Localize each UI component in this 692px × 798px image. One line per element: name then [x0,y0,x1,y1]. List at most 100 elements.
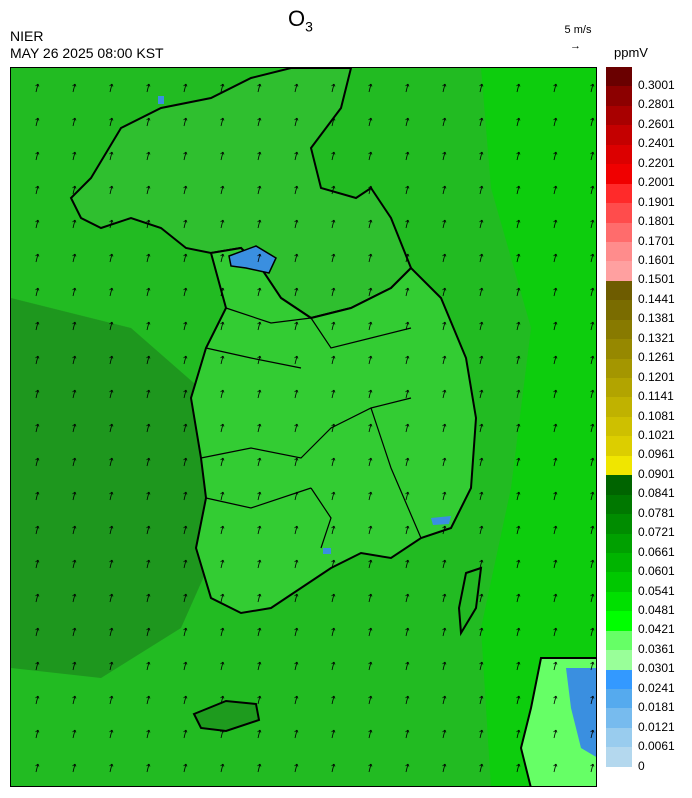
wind-arrow [72,117,77,127]
colorbar-label: 0.0301 [638,661,675,676]
colorbar-label: 0.0601 [638,564,675,579]
colorbar-label: 0.1081 [638,408,675,423]
wind-arrow [553,559,558,569]
wind-arrow [405,491,410,501]
wind-arrow [220,117,225,127]
wind-arrow [331,729,336,739]
wind-arrow [109,559,114,569]
wind-arrow [294,185,299,195]
wind-arrow [183,559,188,569]
colorbar-cell [606,241,632,262]
tsushima-island [457,566,483,637]
colorbar-cell [606,689,632,709]
wind-arrow [516,525,521,535]
wind-arrow [331,763,336,773]
colorbar-label: 0.0721 [638,525,675,540]
busan-low-area [431,516,451,525]
wind-arrow [553,593,558,603]
colorbar-cell [606,67,632,87]
wind-arrow [405,457,410,467]
wind-arrow [442,219,447,229]
wind-arrow [109,423,114,433]
wind-arrow [479,525,484,535]
wind-arrow [220,151,225,161]
wind-arrow [146,287,151,297]
colorbar-cell [606,300,632,320]
colorbar-cell [606,280,632,301]
wind-arrow [368,491,373,501]
wind-arrow [516,287,521,297]
wind-arrow [516,457,521,467]
wind-arrow [442,729,447,739]
wind-arrow [183,491,188,501]
wind-arrow [294,253,299,263]
wind-arrow [35,491,40,501]
wind-arrow [405,117,410,127]
wind-arrow [109,151,114,161]
wind-arrow [442,151,447,161]
wind-arrow [405,525,410,535]
wind-arrow [72,525,77,535]
colorbar-cell [606,183,632,204]
wind-arrow [109,389,114,399]
wind-arrow [479,151,484,161]
wind-arrow [553,729,558,739]
wind-arrow [553,253,558,263]
colorbar-label: 0 [638,758,645,773]
colorbar-label: 0.0241 [638,680,675,695]
colorbar-label: 0.0181 [638,700,675,715]
wind-arrow [331,355,336,365]
seoul-low-area [228,245,277,274]
wind-arrow [442,559,447,569]
wind-arrow [183,763,188,773]
wind-arrow [331,559,336,569]
wind-arrow [220,185,225,195]
wind-arrow [442,763,447,773]
colorbar-label: 0.1201 [638,369,675,384]
colorbar-cell [606,747,632,767]
wind-arrow [257,355,262,365]
wind-arrow [109,729,114,739]
wind-arrow [479,423,484,433]
wind-arrow [35,627,40,637]
wind-arrow [442,389,447,399]
wind-vectors [35,83,595,773]
wind-arrow [146,389,151,399]
wind-arrow [331,219,336,229]
colorbar-cell [606,125,632,145]
wind-arrow [294,389,299,399]
wind-arrow [146,525,151,535]
colorbar-label: 0.3001 [638,78,675,92]
colorbar-cell [606,727,632,748]
wind-arrow [442,525,447,535]
wind-arrow [257,763,262,773]
wind-arrow [220,389,225,399]
wind-arrow [146,83,151,93]
wind-arrow [368,559,373,569]
colorbar-cell [606,533,632,553]
colorbar-label: 0.1261 [638,350,675,365]
colorbar [606,67,632,767]
wind-arrow [72,355,77,365]
wind-arrow [146,151,151,161]
wind-arrow [368,117,373,127]
wind-arrow [109,457,114,467]
wind-arrow [405,389,410,399]
colorbar-cell [606,708,632,728]
colorbar-cell [606,475,632,495]
wind-arrow [146,457,151,467]
wind-arrow [294,559,299,569]
wind-arrow [479,253,484,263]
wind-arrow [516,321,521,331]
wind-arrow [331,389,336,399]
wind-arrow [516,389,521,399]
colorbar-cell [606,358,632,378]
wind-arrow [109,321,114,331]
wind-arrow [183,117,188,127]
wind-arrow [109,695,114,705]
wind-arrow [516,423,521,433]
wind-arrow [220,253,225,263]
wind-reference-label: 5 m/s [564,24,592,36]
wind-arrow [590,457,595,467]
wind-arrow [220,559,225,569]
